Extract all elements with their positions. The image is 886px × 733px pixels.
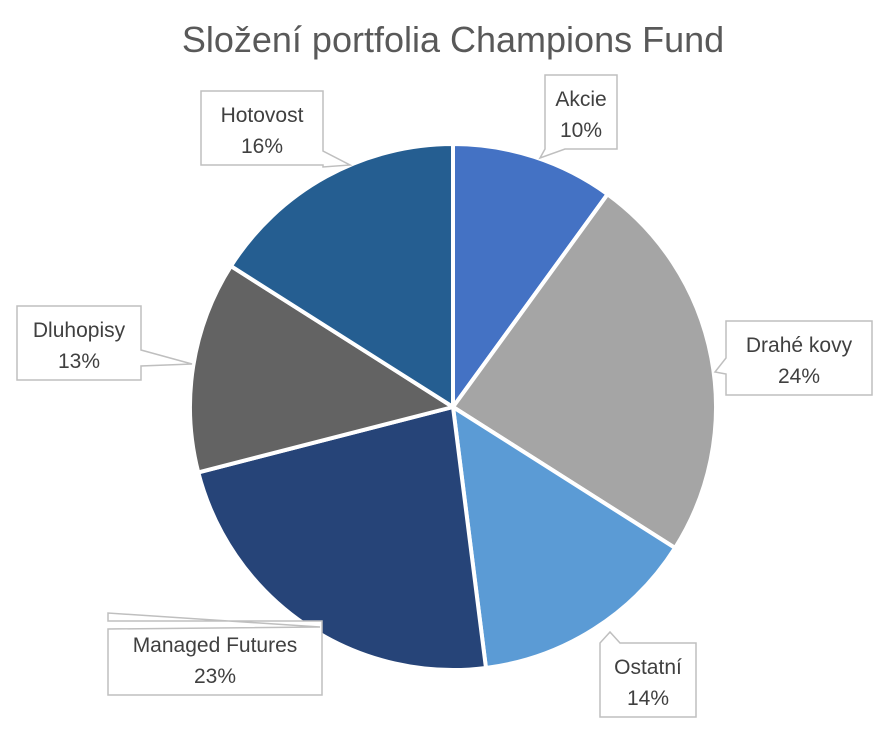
data-label-hotovost: Hotovost 16% — [200, 90, 353, 168]
category-label: Dluhopisy — [33, 319, 126, 342]
category-label: Managed Futures — [133, 634, 298, 657]
percent-label: 13% — [58, 350, 100, 373]
category-label: Drahé kovy — [746, 334, 853, 357]
data-label-ostatní: Ostatní 14% — [599, 630, 697, 718]
callout-box — [107, 612, 323, 696]
percent-label: 10% — [560, 119, 602, 142]
callout-box — [713, 320, 873, 396]
callout-box — [16, 305, 193, 381]
pie-slice-hotovost — [228, 142, 455, 409]
percent-label: 14% — [627, 687, 669, 710]
callout-box — [200, 90, 353, 168]
data-label-akcie: Akcie 10% — [538, 74, 618, 160]
pie-slice-drahé-kovy — [451, 192, 718, 550]
pie-slice-dluhopisy — [188, 264, 455, 475]
pie-slice-ostatní — [451, 405, 678, 670]
chart-title: Složení portfolia Champions Fund — [182, 19, 724, 60]
percent-label: 23% — [194, 665, 236, 688]
pie-labels: Akcie 10% Drahé kovy 24% Ostatní 14% Managed F… — [16, 74, 873, 718]
pie-slices — [188, 142, 718, 672]
category-label: Hotovost — [221, 104, 304, 127]
callout-box — [538, 74, 618, 160]
data-label-managed-futures: Managed Futures 23% — [107, 612, 323, 696]
pie-slice-akcie — [451, 142, 610, 409]
category-label: Akcie — [555, 88, 606, 111]
callout-box — [599, 630, 697, 718]
percent-label: 16% — [241, 135, 283, 158]
data-label-drahé-kovy: Drahé kovy 24% — [713, 320, 873, 396]
data-label-dluhopisy: Dluhopisy 13% — [16, 305, 193, 381]
category-label: Ostatní — [614, 656, 682, 679]
percent-label: 24% — [778, 365, 820, 388]
